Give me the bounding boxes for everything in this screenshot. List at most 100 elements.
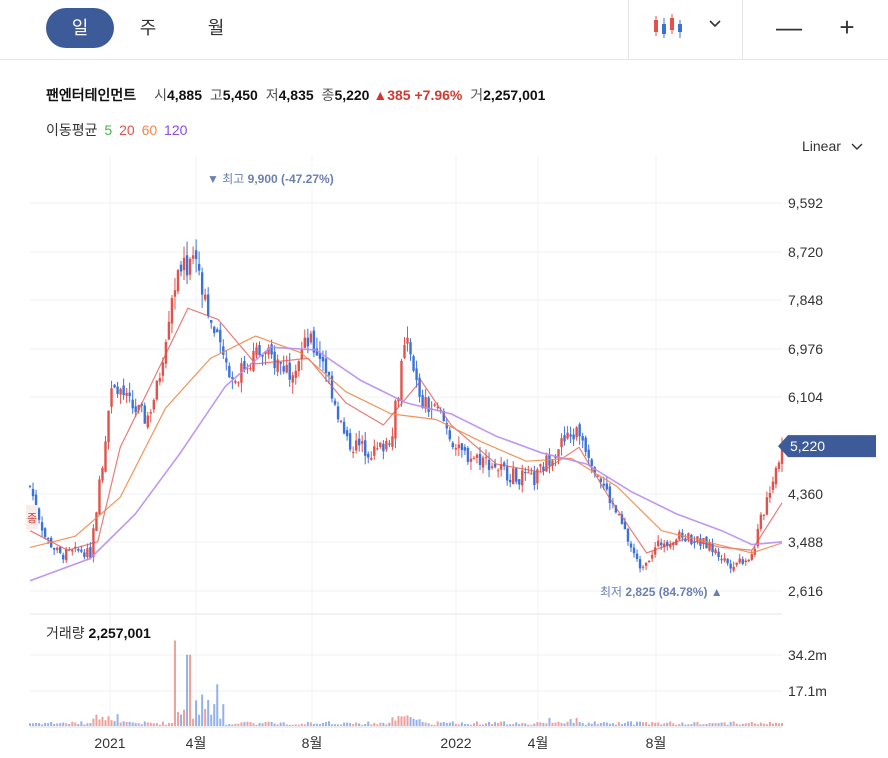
- volume-bar: [412, 718, 415, 726]
- candle-body: [182, 257, 186, 271]
- candle-body: [599, 478, 602, 482]
- tab-monthly[interactable]: 월: [207, 18, 225, 38]
- volume-bar: [485, 723, 488, 726]
- volume-bar: [669, 721, 672, 726]
- volume-bar: [460, 722, 463, 726]
- candle-body: [243, 361, 246, 370]
- volume-bar: [164, 724, 167, 726]
- candle-body: [403, 345, 406, 358]
- candle-body: [566, 432, 569, 439]
- candle-body: [738, 558, 741, 563]
- zoom-in-button[interactable]: +: [839, 12, 855, 42]
- volume-bar: [155, 723, 158, 726]
- scale-dropdown[interactable]: Linear: [802, 138, 863, 154]
- volume-bar: [367, 721, 370, 726]
- candle-body: [499, 464, 503, 470]
- candle-body: [421, 395, 424, 408]
- candle-body: [128, 392, 131, 397]
- price-markers: ▼ 최고 9,900 (-47.27%) 최저 2,825 (84.78%) ▲ 5…: [26, 172, 876, 599]
- volume-bar: [282, 722, 285, 726]
- volume-bar: [47, 723, 50, 726]
- volume-bar: [183, 709, 186, 726]
- volume-bar: [557, 721, 560, 726]
- volume-bar: [231, 724, 234, 726]
- volume-bar: [300, 723, 303, 726]
- volume-bar: [131, 722, 134, 726]
- volume-bar: [285, 724, 288, 726]
- candle-body: [666, 541, 669, 547]
- volume-bar: [771, 723, 774, 726]
- volume-bar: [32, 723, 35, 726]
- volume-bar: [312, 723, 315, 726]
- volume-bar: [92, 718, 95, 726]
- volume-bar: [599, 722, 602, 726]
- chevron-down-icon[interactable]: [708, 17, 722, 31]
- volume-bar: [246, 721, 249, 726]
- volume-bar: [321, 722, 324, 726]
- candle-body: [436, 406, 439, 409]
- volume-bar: [122, 721, 125, 726]
- tab-daily[interactable]: 일: [46, 8, 114, 48]
- volume-bar: [225, 724, 228, 726]
- volume-bar: [204, 708, 207, 726]
- candle-body: [620, 514, 624, 524]
- candle-body: [466, 447, 470, 462]
- volume-bar: [515, 722, 518, 726]
- volume-bar: [222, 704, 225, 726]
- ma-line-120: [29, 346, 783, 582]
- volume-bar: [642, 722, 645, 726]
- candle-body: [590, 459, 593, 467]
- volume-bar: [617, 722, 620, 726]
- volume-bar: [445, 722, 448, 726]
- volume-bar: [774, 722, 777, 726]
- volume-bar: [636, 721, 639, 726]
- close-label: 종: [321, 87, 335, 103]
- change-arrow-icon: ▲: [373, 87, 388, 103]
- volume-bar: [759, 722, 762, 726]
- candle-body: [37, 508, 41, 520]
- volume-value: 2,257,001: [483, 87, 546, 103]
- candle-body: [484, 457, 488, 459]
- zoom-out-button[interactable]: —: [776, 12, 802, 42]
- volume-bar: [327, 721, 330, 726]
- candle-body: [659, 542, 663, 546]
- candle-body: [170, 298, 174, 324]
- candle-body: [46, 538, 50, 540]
- candle-body: [533, 471, 536, 485]
- volume-bar: [279, 722, 282, 726]
- volume-bar: [56, 723, 59, 726]
- tab-weekly[interactable]: 주: [139, 18, 157, 38]
- volume-bar: [708, 723, 711, 726]
- candle-body: [367, 453, 370, 458]
- candle-body: [424, 397, 427, 409]
- volume-grid: [30, 654, 782, 692]
- candle-body: [608, 486, 612, 504]
- volume-bar: [494, 722, 497, 726]
- volume-bar: [134, 723, 137, 726]
- candle-body: [744, 560, 747, 563]
- volume-bar: [95, 714, 98, 726]
- candle-body: [777, 462, 781, 469]
- candlestick-icon[interactable]: [652, 14, 688, 40]
- volume-bar: [340, 724, 343, 726]
- candle-body: [388, 443, 391, 445]
- candle-body: [267, 347, 270, 355]
- candle-body: [445, 423, 448, 429]
- volume-bar: [648, 724, 651, 726]
- volume-bar: [107, 716, 110, 726]
- candle-body: [149, 412, 153, 414]
- volume-bar: [385, 724, 388, 726]
- moving-average-legend[interactable]: 이동평균 5 20 60 120: [46, 120, 187, 140]
- candle-body: [339, 420, 343, 422]
- volume-bar: [306, 722, 309, 726]
- volume-bar: [563, 723, 566, 726]
- volume-bar: [696, 721, 699, 726]
- volume-bar: [735, 723, 738, 726]
- candle-body: [505, 466, 509, 481]
- volume-bar: [620, 724, 623, 726]
- candle-body: [297, 361, 300, 372]
- volume-bar: [472, 723, 475, 726]
- volume-bar: [457, 724, 460, 726]
- volume-bar: [569, 719, 572, 726]
